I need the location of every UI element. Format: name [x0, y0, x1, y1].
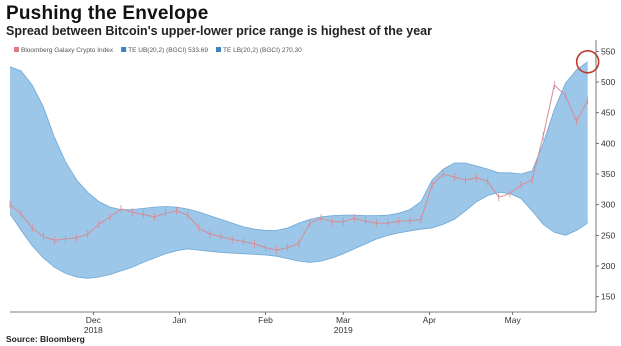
legend-swatch [215, 47, 221, 52]
highlight-circle [575, 49, 600, 74]
legend-label: Bloomberg Galaxy Crypto Index [21, 47, 114, 54]
y-tick-label: 200 [601, 261, 615, 271]
x-tick-label: Jan [173, 315, 187, 325]
chart-subtitle: Spread between Bitcoin's upper-lower pri… [6, 24, 432, 38]
x-tick-label: Mar [336, 315, 351, 325]
x-tick-label: Apr [423, 315, 436, 325]
legend-label: TE LB(20,2) (BGCI) 270.30 [223, 47, 302, 54]
lower-band-line [9, 191, 588, 279]
x-tick-sublabel: 2018 [84, 325, 103, 335]
y-tick-label: 300 [601, 200, 615, 210]
legend-swatch [121, 47, 127, 52]
y-tick-label: 150 [601, 292, 615, 302]
x-tick-label: Dec [86, 315, 102, 325]
y-tick-label: 250 [601, 230, 615, 240]
y-tick-label: 550 [601, 46, 615, 56]
y-tick-label: 350 [601, 169, 615, 179]
chart-title: Pushing the Envelope [6, 3, 209, 24]
legend-label: TE UB(20,2) (BGCI) 533.69 [128, 47, 208, 54]
upper-band-line [9, 61, 588, 231]
y-tick-label: 400 [601, 138, 615, 148]
source-note: Source: Bloomberg [6, 334, 85, 344]
legend-swatch [14, 47, 19, 52]
y-tick-label: 500 [601, 77, 615, 87]
y-tick-label: 450 [601, 108, 615, 118]
x-tick-sublabel: 2019 [334, 325, 353, 335]
x-tick-label: May [505, 315, 522, 325]
x-tick-label: Feb [258, 315, 273, 325]
